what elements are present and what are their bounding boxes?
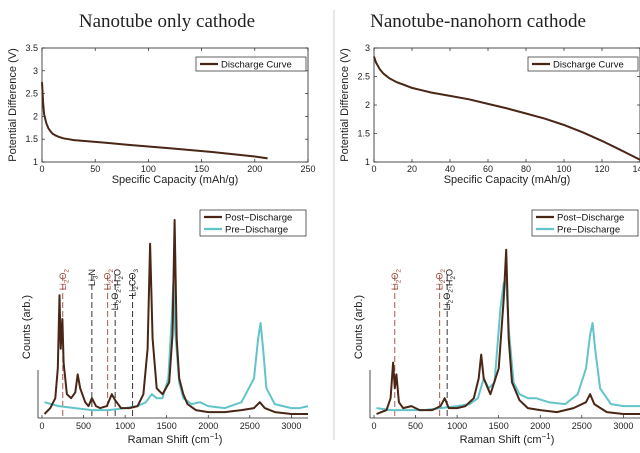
x-tick-label: 0: [39, 164, 44, 174]
y-tick-label: 2.5: [25, 89, 38, 99]
x-tick-label: 150: [194, 164, 209, 174]
y-tick-label: 1: [33, 157, 38, 167]
legend-box: [199, 209, 307, 237]
annotation-label: Li3N: [87, 269, 100, 286]
x-tick-label: 120: [594, 164, 609, 174]
y-tick-label: 2: [33, 111, 38, 121]
discharge-chart-right: 0 20 40 60 80 100 120 140 1 1.5 2 2.5 3 Specific Capa…: [339, 43, 640, 186]
post-discharge-line: [376, 248, 640, 415]
legend-label-discharge: Discharge Curve: [221, 60, 292, 71]
x-tick-label: 2500: [240, 421, 260, 431]
post-discharge-line: [43, 219, 308, 415]
annotation-label: Li2O2·H2O: [442, 269, 457, 310]
pre-discharge-line: [376, 278, 640, 412]
y-tick-label: 1.5: [357, 129, 370, 139]
x-tick-label: 250: [300, 164, 315, 174]
x-tick-label: 500: [76, 421, 91, 431]
y-tick-label: 2: [365, 100, 370, 110]
annotation-label: Li2O2: [58, 269, 71, 291]
annotation-label: Li2CO3: [128, 269, 141, 297]
x-tick-label: 100: [556, 164, 571, 174]
legend-box: [527, 56, 639, 72]
x-tick-label: 2500: [572, 421, 592, 431]
x-tick-label: 500: [408, 421, 423, 431]
y-tick-label: 3: [33, 66, 38, 76]
y-tick-label: 3: [365, 43, 370, 53]
x-tick-label: 40: [445, 164, 455, 174]
y-axis-label: Potential Difference (V): [339, 48, 351, 162]
raman-chart-right: 0 500 1000 1500 2000 2500 3000 Raman Shift (cm−…: [353, 209, 640, 446]
y-tick-label: 3.5: [25, 43, 38, 53]
raman-chart-left: 0 500 1000 1500 2000 2500 3000 Raman Shift (cm−…: [21, 209, 309, 446]
y-tick-label: 1: [365, 157, 370, 167]
legend-box: [195, 56, 307, 72]
y-axis-label: Potential Difference (V): [7, 48, 19, 162]
legend-box: [531, 209, 639, 237]
x-axis-label: Specific Capacity (mAh/g): [112, 174, 239, 186]
legend-label-pre: Pre−Discharge: [225, 225, 288, 236]
x-tick-label: 60: [483, 164, 493, 174]
x-axis-label: Specific Capacity (mAh/g): [444, 174, 571, 186]
x-tick-label: 1000: [447, 421, 467, 431]
y-tick-label: 1.5: [25, 134, 38, 144]
x-tick-label: 0: [371, 421, 376, 431]
discharge-curve-line: [41, 82, 268, 160]
plot-frame: [41, 47, 309, 163]
y-axis-label: Counts (arb.): [353, 295, 365, 359]
x-axis-label: Raman Shift (cm−1): [460, 432, 555, 446]
x-tick-label: 3000: [281, 421, 301, 431]
annotation-label: Li2O2: [390, 269, 403, 291]
left-panel-title: Nanotube only cathode: [79, 11, 255, 32]
legend-label-post: Post−Discharge: [557, 213, 624, 224]
x-tick-label: 140: [632, 164, 640, 174]
x-tick-label: 1500: [157, 421, 177, 431]
x-tick-label: 200: [247, 164, 262, 174]
legend-label-discharge: Discharge Curve: [553, 60, 624, 71]
annotation-label: Li2O2·H2O: [110, 269, 125, 310]
right-panel-title: Nanotube-nanohorn cathode: [370, 11, 586, 32]
x-tick-label: 3000: [613, 421, 633, 431]
discharge-curve-line: [373, 56, 640, 161]
x-tick-label: 80: [521, 164, 531, 174]
x-tick-label: 2000: [530, 421, 550, 431]
x-tick-label: 0: [371, 164, 376, 174]
x-tick-label: 0: [39, 421, 44, 431]
annotation-label: Li2O2: [103, 269, 116, 291]
y-tick-label: 2.5: [357, 72, 370, 82]
legend-label-pre: Pre−Discharge: [557, 225, 620, 236]
x-tick-label: 1500: [489, 421, 509, 431]
discharge-chart-left: 0 50 100 150 200 250 1 1.5 2 2.5 3 3.5 Specific Capa…: [7, 43, 316, 186]
x-axis-label: Raman Shift (cm−1): [128, 432, 223, 446]
annotation-label: Li2O2: [435, 269, 448, 291]
x-tick-label: 1000: [115, 421, 135, 431]
legend-label-post: Post−Discharge: [225, 213, 292, 224]
x-tick-label: 20: [407, 164, 417, 174]
y-axis-label: Counts (arb.): [21, 295, 33, 359]
x-tick-label: 100: [141, 164, 156, 174]
x-tick-label: 2000: [198, 421, 218, 431]
x-tick-label: 50: [90, 164, 100, 174]
